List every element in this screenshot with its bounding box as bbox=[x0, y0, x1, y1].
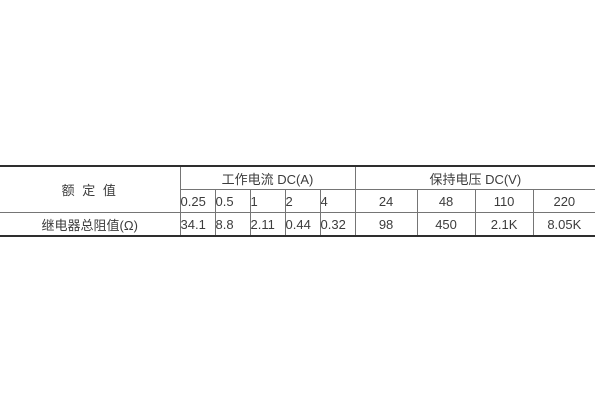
resistance-row-label: 继电器总阻值(Ω) bbox=[0, 212, 181, 236]
current-col-header: 4 bbox=[319, 189, 356, 213]
header-group-row: 额 定 值 工作电流 DC(A) 保持电压 DC(V) bbox=[0, 166, 596, 213]
resistance-value: 0.32 bbox=[319, 212, 356, 236]
resistance-value: 450 bbox=[416, 212, 476, 236]
relay-spec-table: 额 定 值 工作电流 DC(A) 保持电压 DC(V) 0.25 0.5 1 2… bbox=[0, 165, 596, 237]
resistance-value: 8.8 bbox=[214, 212, 251, 236]
resistance-value: 34.1 bbox=[179, 212, 216, 236]
header-value-row: 0.25 0.5 1 2 4 24 48 110 220 bbox=[0, 189, 596, 213]
current-col-header: 0.5 bbox=[214, 189, 251, 213]
resistance-value: 2.1K bbox=[474, 212, 534, 236]
working-current-group-header: 工作电流 DC(A) bbox=[179, 166, 356, 190]
current-col-header: 0.25 bbox=[180, 189, 216, 213]
current-col-header: 1 bbox=[249, 189, 286, 213]
rated-value-header-cell: 额 定 值 bbox=[0, 166, 181, 213]
resistance-value: 0.44 bbox=[284, 212, 321, 236]
resistance-value: 98 bbox=[354, 212, 418, 236]
voltage-col-header: 110 bbox=[474, 189, 534, 213]
voltage-col-header: 24 bbox=[354, 189, 418, 213]
resistance-row: 继电器总阻值(Ω) 34.1 8.8 2.11 0.44 0.32 98 450… bbox=[0, 212, 596, 236]
current-col-header: 2 bbox=[284, 189, 321, 213]
voltage-col-header: 220 bbox=[532, 189, 596, 213]
resistance-value: 8.05K bbox=[532, 212, 596, 236]
voltage-col-header: 48 bbox=[416, 189, 476, 213]
holding-voltage-group-header: 保持电压 DC(V) bbox=[354, 166, 596, 190]
resistance-value: 2.11 bbox=[249, 212, 286, 236]
